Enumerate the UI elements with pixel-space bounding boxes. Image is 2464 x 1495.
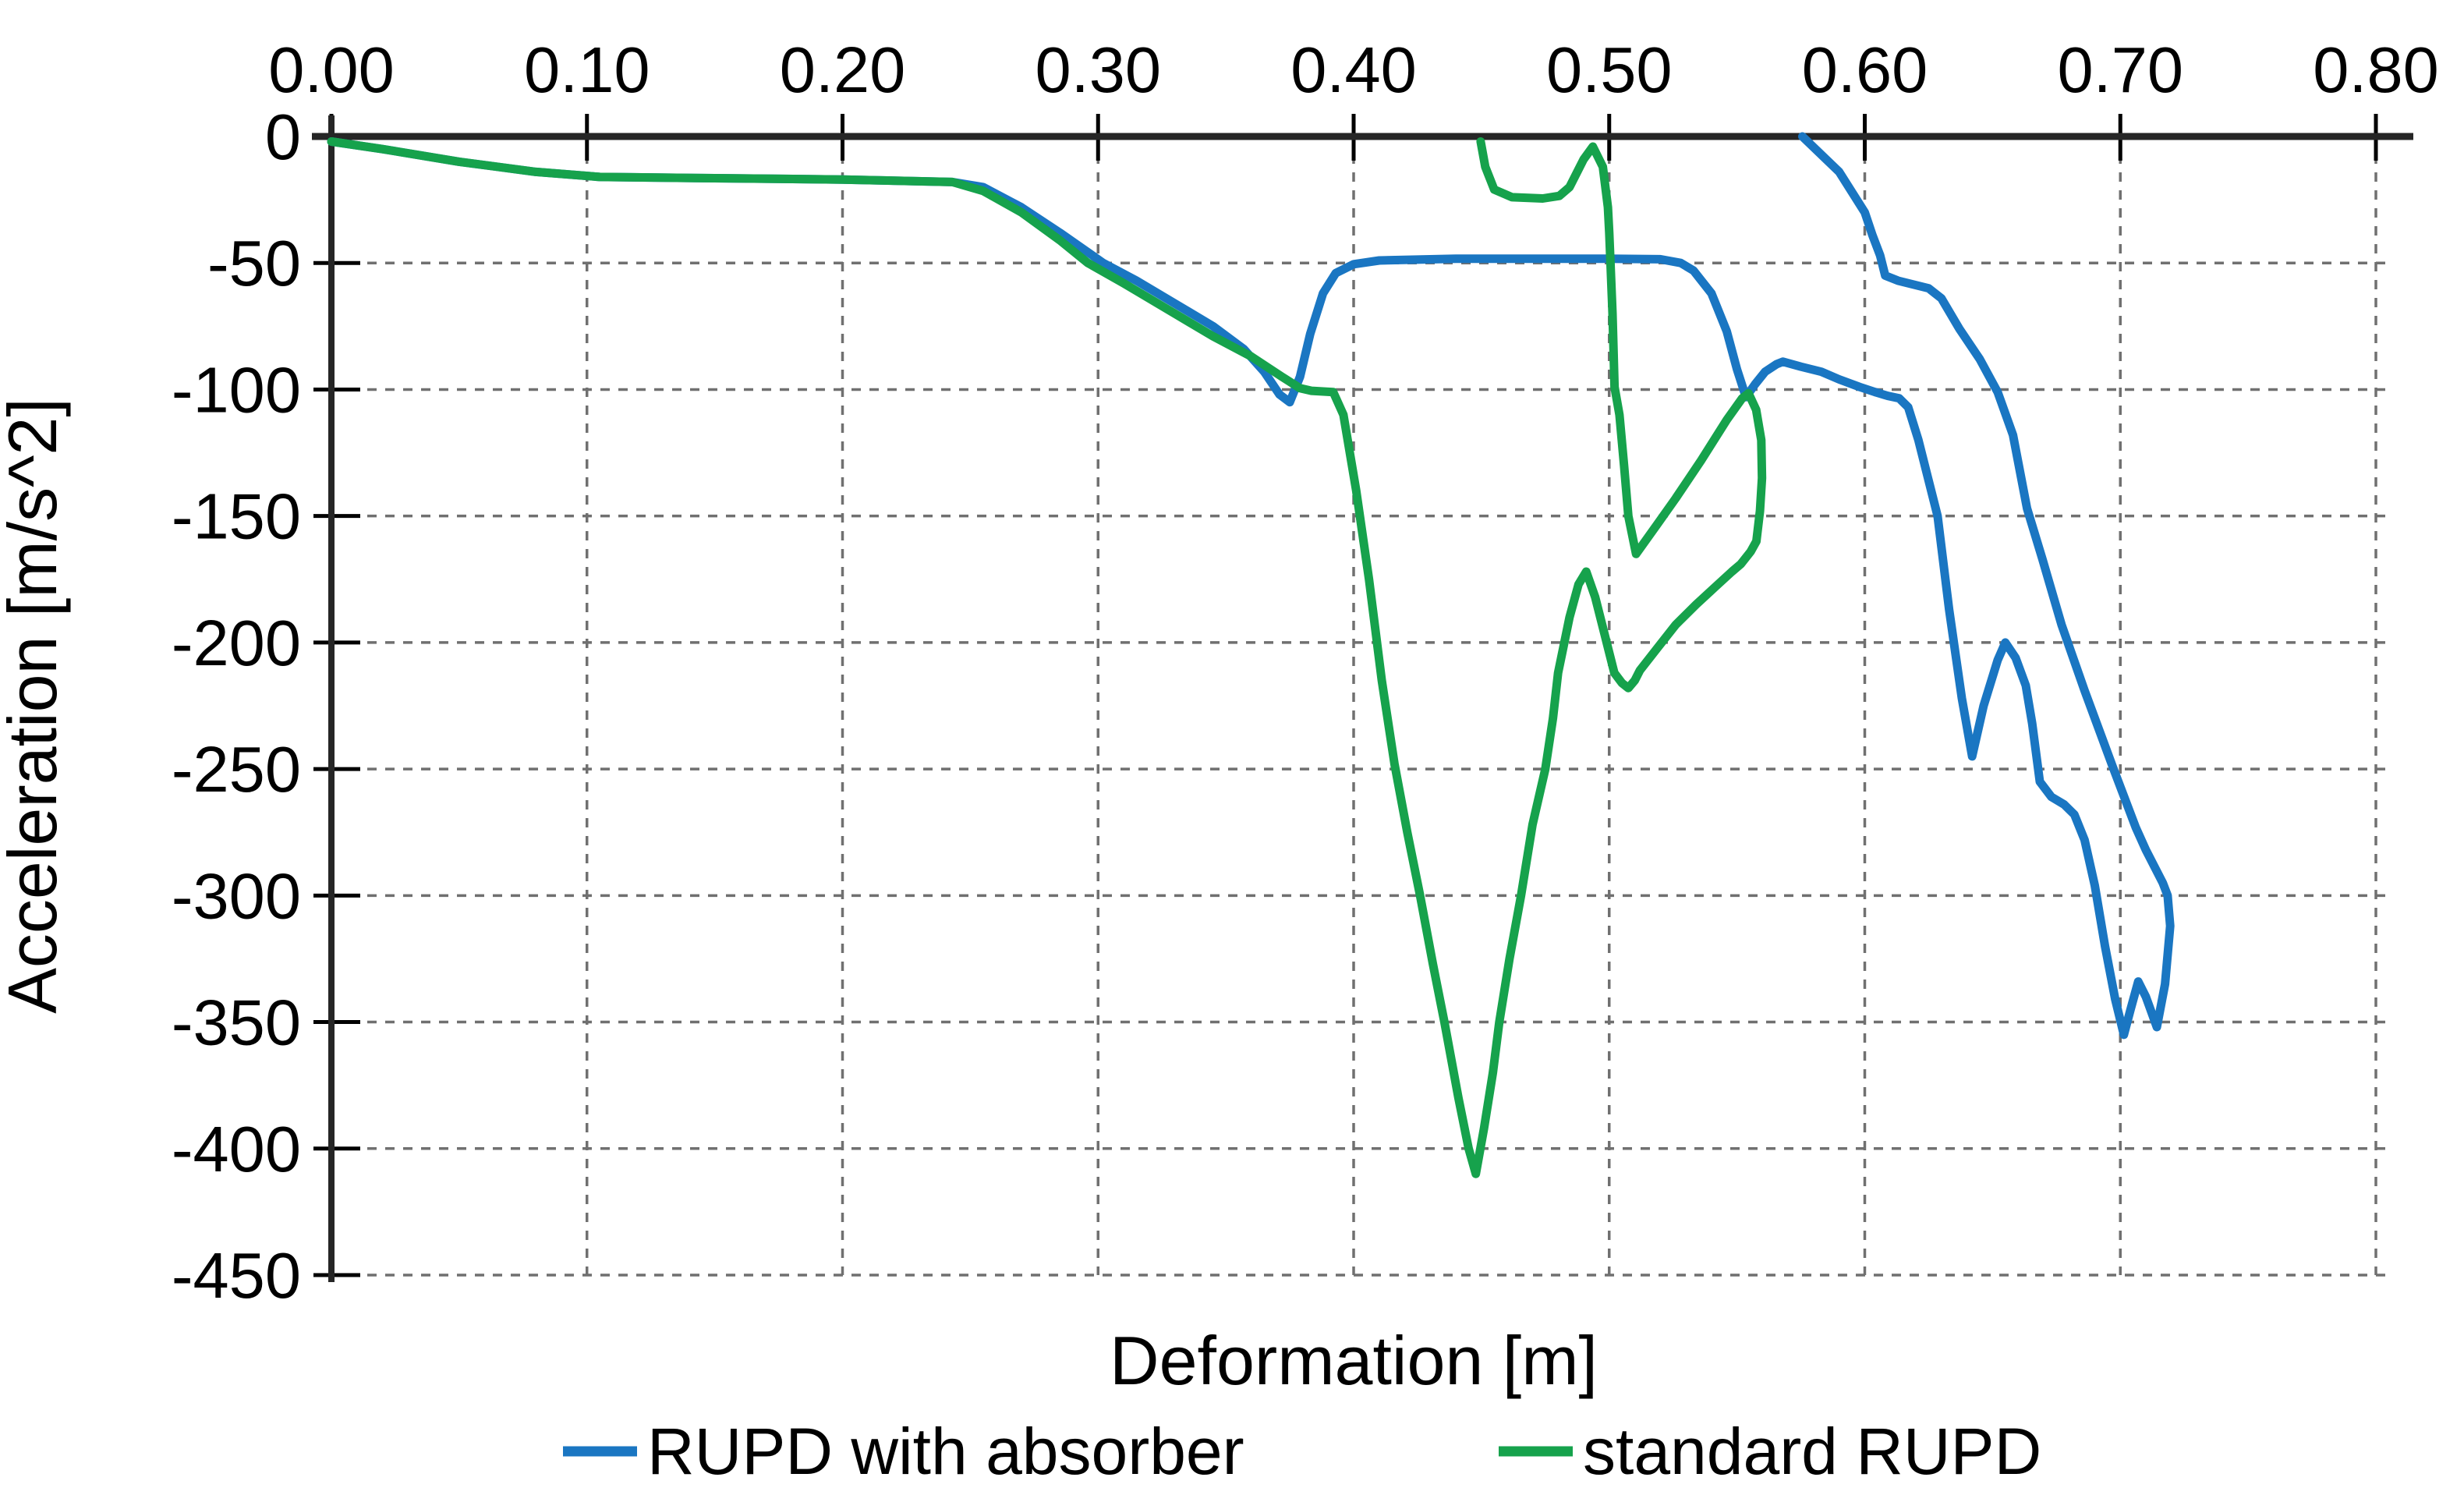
x-tick-label: 0.80 — [2313, 34, 2439, 106]
legend-label-standard-rupd: standard RUPD — [1583, 1415, 2041, 1488]
y-tick-label: -450 — [172, 1239, 301, 1312]
y-tick-label: -250 — [172, 733, 301, 806]
series-line-standard-rupd — [327, 137, 1767, 1178]
x-tick-label: 0.30 — [1035, 34, 1161, 106]
y-tick-label: -400 — [172, 1113, 301, 1185]
y-axis-title: Acceleration [m/s^2] — [0, 398, 71, 1014]
y-tick-label: -300 — [172, 859, 301, 932]
gridlines — [331, 136, 2385, 1277]
legend: RUPD with absorber standard RUPD — [563, 1415, 2041, 1488]
y-tick-label: -200 — [172, 607, 301, 679]
x-tick-label: 0.00 — [268, 34, 395, 106]
y-tick-label: -150 — [172, 480, 301, 553]
legend-label-rupd-with-absorber: RUPD with absorber — [647, 1415, 1244, 1488]
series-lines — [327, 132, 2175, 1178]
x-tick-label: 0.20 — [780, 34, 906, 106]
x-tick-label: 0.60 — [1802, 34, 1928, 106]
x-tick-label: 0.70 — [2057, 34, 2183, 106]
axis-tick-labels: 0.00 0.10 0.20 0.30 0.40 0.50 0.60 0.70 0.80 0 -50… — [172, 34, 2439, 1312]
y-tick-label: -50 — [207, 227, 301, 299]
x-tick-label: 0.10 — [524, 34, 650, 106]
x-tick-label: 0.50 — [1546, 34, 1673, 106]
x-tick-label: 0.40 — [1290, 34, 1417, 106]
y-tick-label: -350 — [172, 987, 301, 1059]
y-tick-label: -100 — [172, 353, 301, 426]
x-axis-title: Deformation [m] — [1110, 1322, 1598, 1399]
y-tick-label: 0 — [265, 101, 301, 173]
